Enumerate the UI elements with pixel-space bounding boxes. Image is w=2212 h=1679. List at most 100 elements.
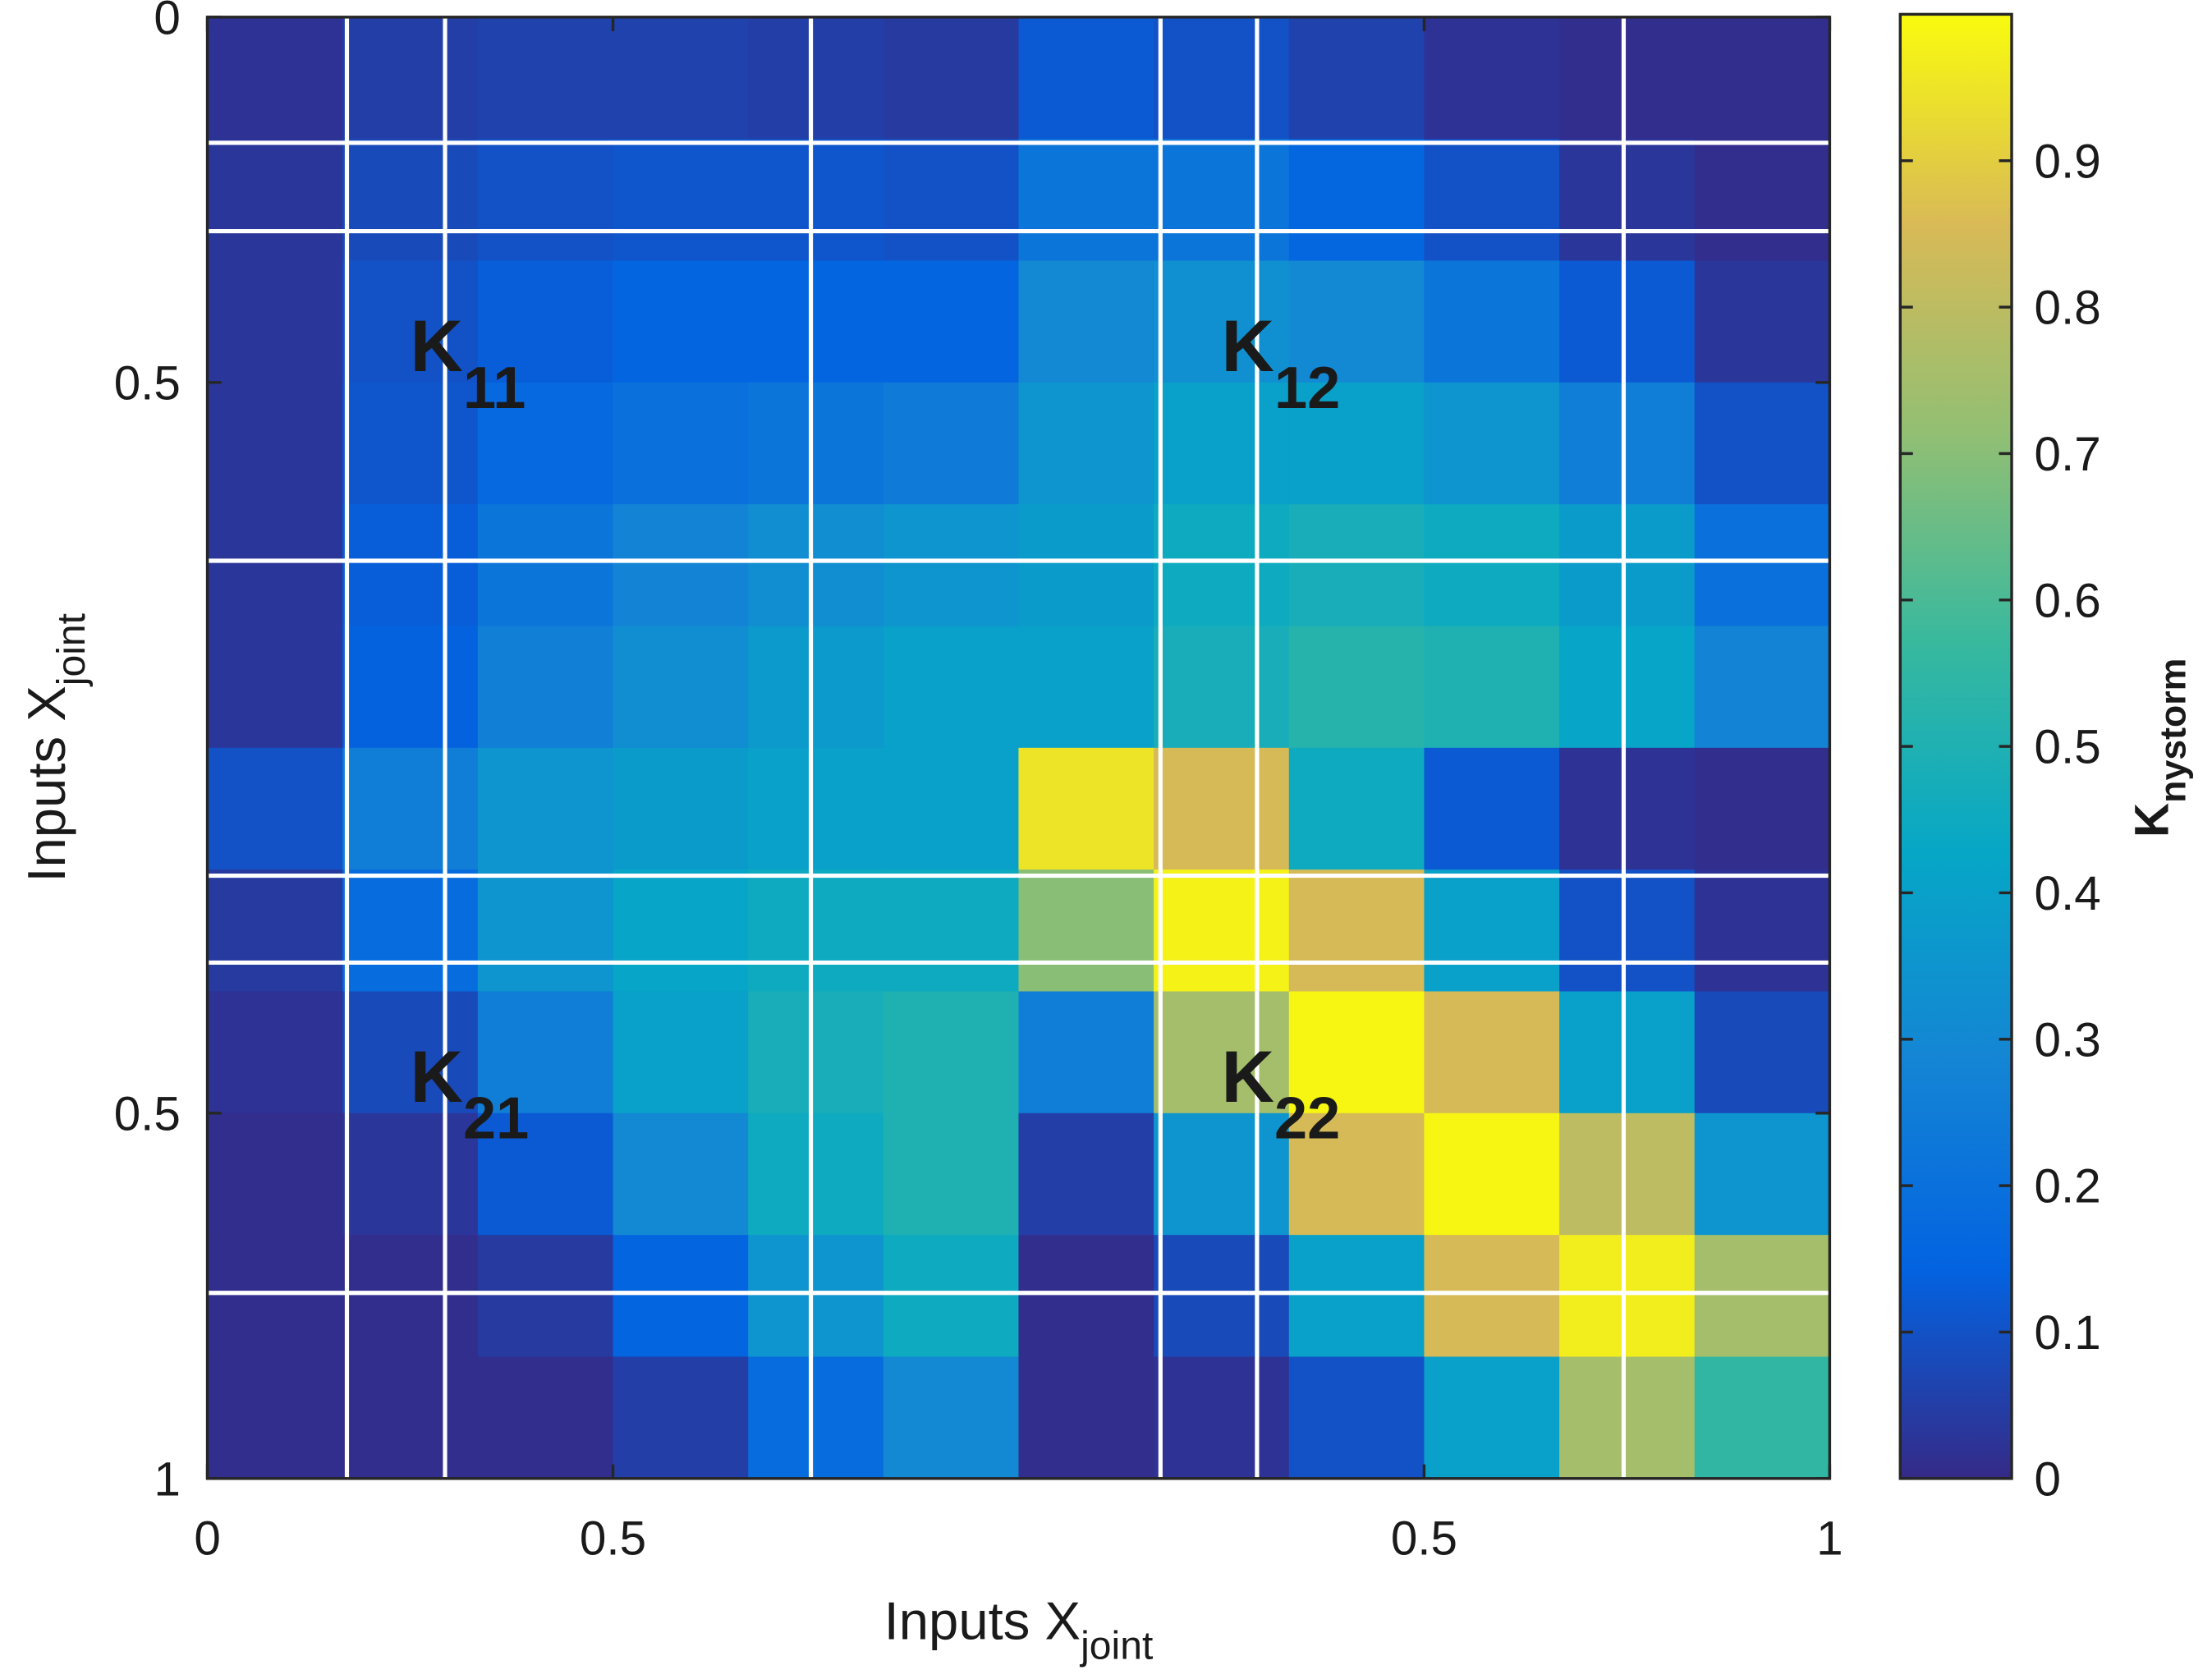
- heat-cell: [883, 260, 1020, 383]
- heat-cell: [342, 16, 479, 140]
- heat-cell: [1018, 1356, 1155, 1479]
- block-annotation: K22: [1221, 1035, 1340, 1152]
- heat-cell: [1018, 139, 1155, 262]
- heat-cell: [1694, 1235, 1831, 1358]
- y-tick-label: 0.5: [114, 1087, 181, 1140]
- heat-cell: [207, 626, 344, 749]
- heat-cell: [613, 1235, 750, 1358]
- heat-cell: [1559, 1112, 1696, 1236]
- heat-cell: [748, 1235, 884, 1358]
- heat-cell: [1424, 869, 1561, 993]
- block-annotation-main: K: [411, 1035, 464, 1117]
- heat-cell: [207, 869, 344, 993]
- heat-cell: [207, 260, 344, 383]
- heat-cell: [1154, 16, 1290, 140]
- block-annotation-sub: 12: [1274, 356, 1340, 421]
- heat-cell: [1424, 747, 1561, 871]
- heat-cell: [748, 504, 884, 627]
- colorbar-label-sub: nystorm: [2153, 658, 2193, 803]
- heat-cell: [1559, 1356, 1696, 1479]
- heat-cell: [207, 504, 344, 627]
- heat-cell: [477, 1356, 614, 1479]
- y-tick-label: 0: [154, 0, 180, 44]
- heat-cell: [207, 1112, 344, 1236]
- heat-cell: [1018, 869, 1155, 993]
- heat-cell: [748, 747, 884, 871]
- colorbar-tick-label: 0.5: [2035, 721, 2101, 774]
- heat-cell: [748, 626, 884, 749]
- heat-cell: [1694, 382, 1831, 506]
- heat-cell: [883, 382, 1020, 506]
- heat-cell: [1288, 626, 1425, 749]
- heat-cell: [342, 260, 479, 383]
- block-annotation-main: K: [1221, 305, 1274, 387]
- y-tick-label: 0.5: [114, 356, 181, 410]
- heat-cell: [477, 1112, 614, 1236]
- heat-cell: [342, 991, 479, 1114]
- x-tick-label: 0.5: [580, 1512, 646, 1566]
- heat-cell: [1694, 16, 1831, 140]
- x-tick-label: 0: [194, 1512, 220, 1566]
- heat-cell: [1288, 1112, 1425, 1236]
- heat-cell: [207, 1235, 344, 1358]
- block-annotation-sub: 21: [463, 1086, 529, 1152]
- heat-cell: [342, 626, 479, 749]
- heat-cell: [342, 504, 479, 627]
- heat-cell: [1288, 1235, 1425, 1358]
- heat-cell: [342, 1235, 479, 1358]
- colorbar: [1898, 12, 2013, 1480]
- heat-cell: [883, 869, 1020, 993]
- colorbar-tick-label: 0.8: [2035, 282, 2101, 335]
- heat-cell: [207, 747, 344, 871]
- heat-cell: [1559, 139, 1696, 262]
- heat-cell: [1694, 869, 1831, 993]
- heat-cell: [1288, 1356, 1425, 1479]
- heat-cell: [1694, 139, 1831, 262]
- heat-cell: [1154, 1356, 1290, 1479]
- heat-cell: [477, 260, 614, 383]
- heat-cell: [613, 16, 750, 140]
- block-annotation-sub: 11: [463, 356, 525, 421]
- heat-cell: [477, 869, 614, 993]
- heat-cell: [1694, 991, 1831, 1114]
- heat-cell: [1559, 626, 1696, 749]
- block-annotation-main: K: [411, 305, 464, 387]
- heat-cell: [477, 382, 614, 506]
- heat-cell: [1018, 16, 1155, 140]
- heat-cell: [1154, 139, 1290, 262]
- heat-cell: [1559, 16, 1696, 140]
- heat-cell: [1018, 747, 1155, 871]
- heat-cell: [1154, 991, 1290, 1114]
- heat-cell: [342, 1112, 479, 1236]
- heat-cell: [1288, 747, 1425, 871]
- block-annotation: K21: [411, 1035, 530, 1152]
- heat-cell: [207, 1356, 344, 1479]
- heat-cell: [1018, 1235, 1155, 1358]
- colorbar-tick-label: 0.4: [2035, 867, 2101, 920]
- heat-cell: [613, 139, 750, 262]
- heat-cell: [1424, 1112, 1561, 1236]
- heat-cell: [342, 139, 479, 262]
- heat-cell: [1424, 260, 1561, 383]
- heat-cell: [1424, 382, 1561, 506]
- heat-cell: [477, 139, 614, 262]
- heat-cell: [342, 747, 479, 871]
- heat-cell: [1288, 869, 1425, 993]
- heat-cell: [1424, 1356, 1561, 1479]
- heat-cell: [1288, 260, 1425, 383]
- heat-cell: [748, 139, 884, 262]
- heat-cell: [342, 869, 479, 993]
- colorbar-tick-label: 0.1: [2035, 1306, 2101, 1360]
- heat-cell: [1154, 747, 1290, 871]
- heat-cell: [1694, 747, 1831, 871]
- heat-cell: [1559, 991, 1696, 1114]
- colorbar-tick-label: 0.6: [2035, 574, 2101, 627]
- x-axis-label: Inputs Xjoint: [884, 1591, 1154, 1668]
- heat-cell: [1559, 260, 1696, 383]
- y-axis-label-sub: joint: [49, 612, 94, 687]
- heat-cell: [1694, 504, 1831, 627]
- heat-cell: [748, 1112, 884, 1236]
- heat-cell: [1288, 504, 1425, 627]
